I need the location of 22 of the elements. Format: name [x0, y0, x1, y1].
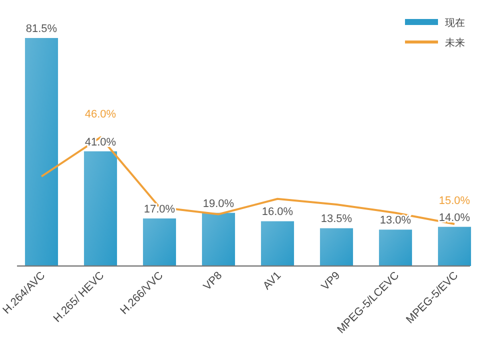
- data-label: 16.0%: [262, 206, 294, 218]
- bar: [438, 226, 472, 266]
- data-label: 13.5%: [320, 213, 352, 226]
- bar: [260, 221, 294, 266]
- data-label: 13.0%: [380, 214, 412, 227]
- data-label: 14.0%: [438, 212, 470, 224]
- data-label: 81.5%: [26, 23, 58, 35]
- bar: [142, 218, 176, 266]
- legend-label: 未来: [445, 37, 465, 49]
- bar: [24, 38, 58, 266]
- data-label: 46.0%: [84, 108, 116, 120]
- x-tick-label: AV1: [261, 270, 284, 292]
- x-tick-label: VP9: [319, 270, 343, 293]
- bar: [320, 228, 354, 266]
- bar: [202, 212, 236, 266]
- bar: [378, 230, 412, 266]
- data-label: 19.0%: [202, 198, 234, 210]
- legend-label: 现在: [445, 17, 465, 29]
- data-label: 15.0%: [438, 195, 470, 208]
- data-label: 17.0%: [144, 203, 176, 216]
- bar: [84, 151, 118, 266]
- x-tick-label: VP8: [201, 270, 225, 293]
